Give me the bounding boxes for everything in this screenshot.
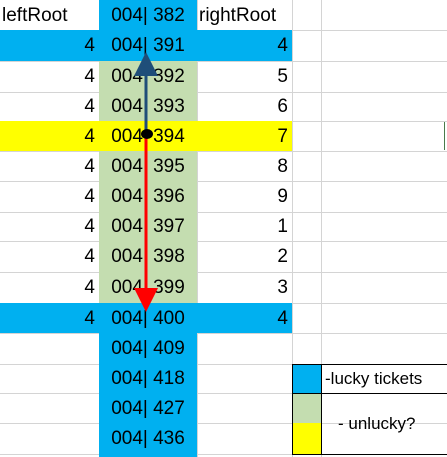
gridline xyxy=(0,333,447,334)
legend-swatch-blue xyxy=(292,364,321,393)
ticket-cell[interactable]: 004| 418 xyxy=(99,364,197,393)
gridline xyxy=(0,423,447,424)
offscreen-cell-edge xyxy=(444,122,445,150)
gridline xyxy=(292,0,293,457)
left-root-cell[interactable]: 4 xyxy=(84,246,95,267)
gridline xyxy=(197,0,198,457)
left-root-cell[interactable]: 4 xyxy=(0,30,99,61)
left-root-cell[interactable]: 4 xyxy=(84,66,95,87)
gridline xyxy=(0,241,447,242)
ticket-cell[interactable]: 004| 395 xyxy=(99,151,197,181)
gridline xyxy=(0,181,447,182)
right-root-cell[interactable]: 4 xyxy=(197,30,292,61)
gridline xyxy=(0,61,447,62)
right-root-cell[interactable]: 5 xyxy=(277,66,288,87)
legend-swatch-yellow xyxy=(292,423,321,454)
gridline xyxy=(0,212,447,213)
gridline xyxy=(0,151,447,152)
header-leftroot[interactable]: leftRoot xyxy=(2,4,68,26)
ticket-cell[interactable]: 004| 436 xyxy=(99,423,197,454)
right-root-cell[interactable]: 7 xyxy=(197,121,292,151)
legend-lucky-label[interactable]: -lucky tickets xyxy=(325,369,423,388)
left-root-cell[interactable]: 4 xyxy=(84,277,95,298)
right-root-cell[interactable]: 3 xyxy=(277,277,288,298)
legend-border xyxy=(292,364,293,454)
ticket-cell[interactable]: 004| 393 xyxy=(99,92,197,121)
right-root-cell[interactable]: 4 xyxy=(197,303,292,333)
ticket-cell[interactable]: 004| 427 xyxy=(99,393,197,423)
arrow-origin-dot xyxy=(141,129,153,139)
legend-border xyxy=(321,364,322,454)
legend-border xyxy=(292,454,447,455)
header-ticket[interactable]: 004| 382 xyxy=(99,0,197,30)
gridline xyxy=(0,272,447,273)
left-root-cell[interactable]: 4 xyxy=(84,216,95,237)
legend-border xyxy=(292,364,447,365)
left-root-cell[interactable]: 4 xyxy=(0,121,99,151)
gridline xyxy=(0,364,447,365)
right-root-cell[interactable]: 6 xyxy=(277,96,288,117)
legend-swatch-green xyxy=(292,393,321,423)
ticket-cell[interactable]: 004| 396 xyxy=(99,181,197,212)
ticket-cell[interactable]: 004| 398 xyxy=(99,241,197,272)
legend-unlucky-label[interactable]: - unlucky? xyxy=(338,414,416,433)
ticket-cell[interactable]: 004| 397 xyxy=(99,212,197,241)
left-root-cell[interactable]: 4 xyxy=(84,186,95,207)
ticket-cell-partial xyxy=(99,454,197,457)
gridline xyxy=(0,92,447,93)
right-root-cell[interactable]: 9 xyxy=(277,186,288,207)
header-rightroot[interactable]: rightRoot xyxy=(199,4,277,26)
right-root-cell[interactable]: 8 xyxy=(277,155,288,177)
ticket-cell[interactable]: 004| 409 xyxy=(99,333,197,364)
left-root-cell[interactable]: 4 xyxy=(84,155,95,177)
right-root-cell[interactable]: 1 xyxy=(277,216,288,237)
left-root-cell[interactable]: 4 xyxy=(0,303,99,333)
gridline xyxy=(0,393,447,394)
gridline xyxy=(0,454,447,455)
left-root-cell[interactable]: 4 xyxy=(84,96,95,117)
gridline xyxy=(321,0,322,457)
legend-border xyxy=(292,393,447,394)
right-root-cell[interactable]: 2 xyxy=(277,246,288,267)
ticket-cell[interactable]: 004| 400 xyxy=(99,303,197,333)
